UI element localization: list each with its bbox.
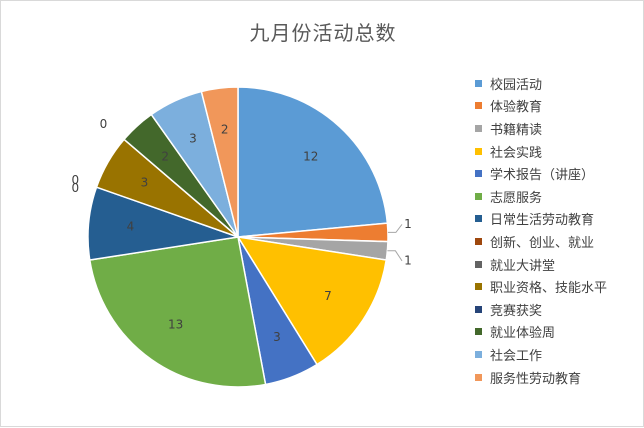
leader-line — [387, 250, 403, 262]
legend-swatch — [475, 305, 482, 313]
legend-swatch — [475, 283, 482, 291]
legend: 校园活动体验教育书籍精读社会实践学术报告（讲座） 志愿服务日常生活劳动教育 创新、创… — [475, 72, 640, 388]
legend-swatch — [475, 373, 482, 381]
legend-swatch — [475, 237, 482, 245]
legend-item: 日常生活劳动教育 — [475, 208, 640, 231]
legend-item: 志愿服务 — [475, 185, 640, 208]
legend-label: 职业资格、技能水平 — [490, 281, 608, 297]
data-label: 4 — [127, 220, 135, 234]
legend-item: 创新、创业、就业 — [475, 230, 640, 253]
data-label: 3 — [189, 131, 197, 145]
legend-swatch — [475, 170, 482, 178]
pie-slice — [200, 86, 239, 238]
legend-item: 社会工作 — [475, 343, 640, 366]
legend-label: 学术报告（讲座） — [490, 168, 595, 184]
legend-swatch — [475, 260, 482, 268]
legend-item: 体验教育 — [475, 95, 640, 118]
data-label: 1 — [404, 253, 412, 267]
leader-line — [387, 224, 403, 233]
legend-label: 社会实践 — [490, 145, 543, 161]
data-label: 2 — [161, 150, 169, 164]
pie-slice — [236, 236, 388, 366]
pie-slice — [237, 86, 389, 238]
legend-label: 就业体验周 — [490, 326, 556, 342]
data-label: 3 — [141, 176, 149, 190]
legend-swatch — [475, 124, 482, 132]
legend-item: 竞赛获奖 — [475, 298, 640, 321]
data-label: 0 — [100, 117, 108, 131]
chart-title: 九月份活动总数 — [249, 21, 397, 45]
legend-swatch — [475, 215, 482, 223]
data-label: 2 — [221, 122, 229, 136]
legend-swatch — [475, 147, 482, 155]
legend-label: 创新、创业、就业 — [490, 235, 595, 251]
data-label: 12 — [303, 150, 318, 164]
legend-item: 书籍精读 — [475, 117, 640, 140]
legend-swatch — [475, 192, 482, 200]
legend-label: 服务性劳动教育 — [490, 371, 582, 387]
legend-item: 服务性劳动教育 — [475, 366, 640, 389]
data-label: 0 — [71, 181, 79, 195]
legend-swatch — [475, 79, 482, 87]
legend-label: 就业大讲堂 — [490, 258, 556, 274]
legend-label: 社会工作 — [490, 348, 543, 364]
legend-item: 社会实践 — [475, 140, 640, 163]
legend-label: 日常生活劳动教育 — [490, 213, 595, 229]
legend-item: 职业资格、技能水平 — [475, 275, 640, 298]
legend-swatch — [475, 102, 482, 110]
legend-item: 就业大讲堂 — [475, 253, 640, 276]
legend-label: 志愿服务 — [490, 190, 543, 206]
data-label: 7 — [324, 289, 332, 303]
legend-item: 就业体验周 — [475, 321, 640, 344]
legend-item: 校园活动 — [475, 72, 640, 95]
legend-label: 体验教育 — [490, 100, 543, 116]
pie-slice — [88, 236, 267, 388]
legend-item: 学术报告（讲座） — [475, 162, 640, 185]
legend-label: 竞赛获奖 — [490, 303, 543, 319]
data-label: 13 — [168, 318, 183, 332]
data-label: 1 — [404, 217, 412, 231]
legend-label: 书籍精读 — [490, 122, 543, 138]
legend-swatch — [475, 328, 482, 336]
legend-swatch — [475, 350, 482, 358]
data-label: 3 — [273, 330, 281, 344]
legend-label: 校园活动 — [490, 77, 543, 93]
data-label: 0 — [71, 173, 79, 187]
